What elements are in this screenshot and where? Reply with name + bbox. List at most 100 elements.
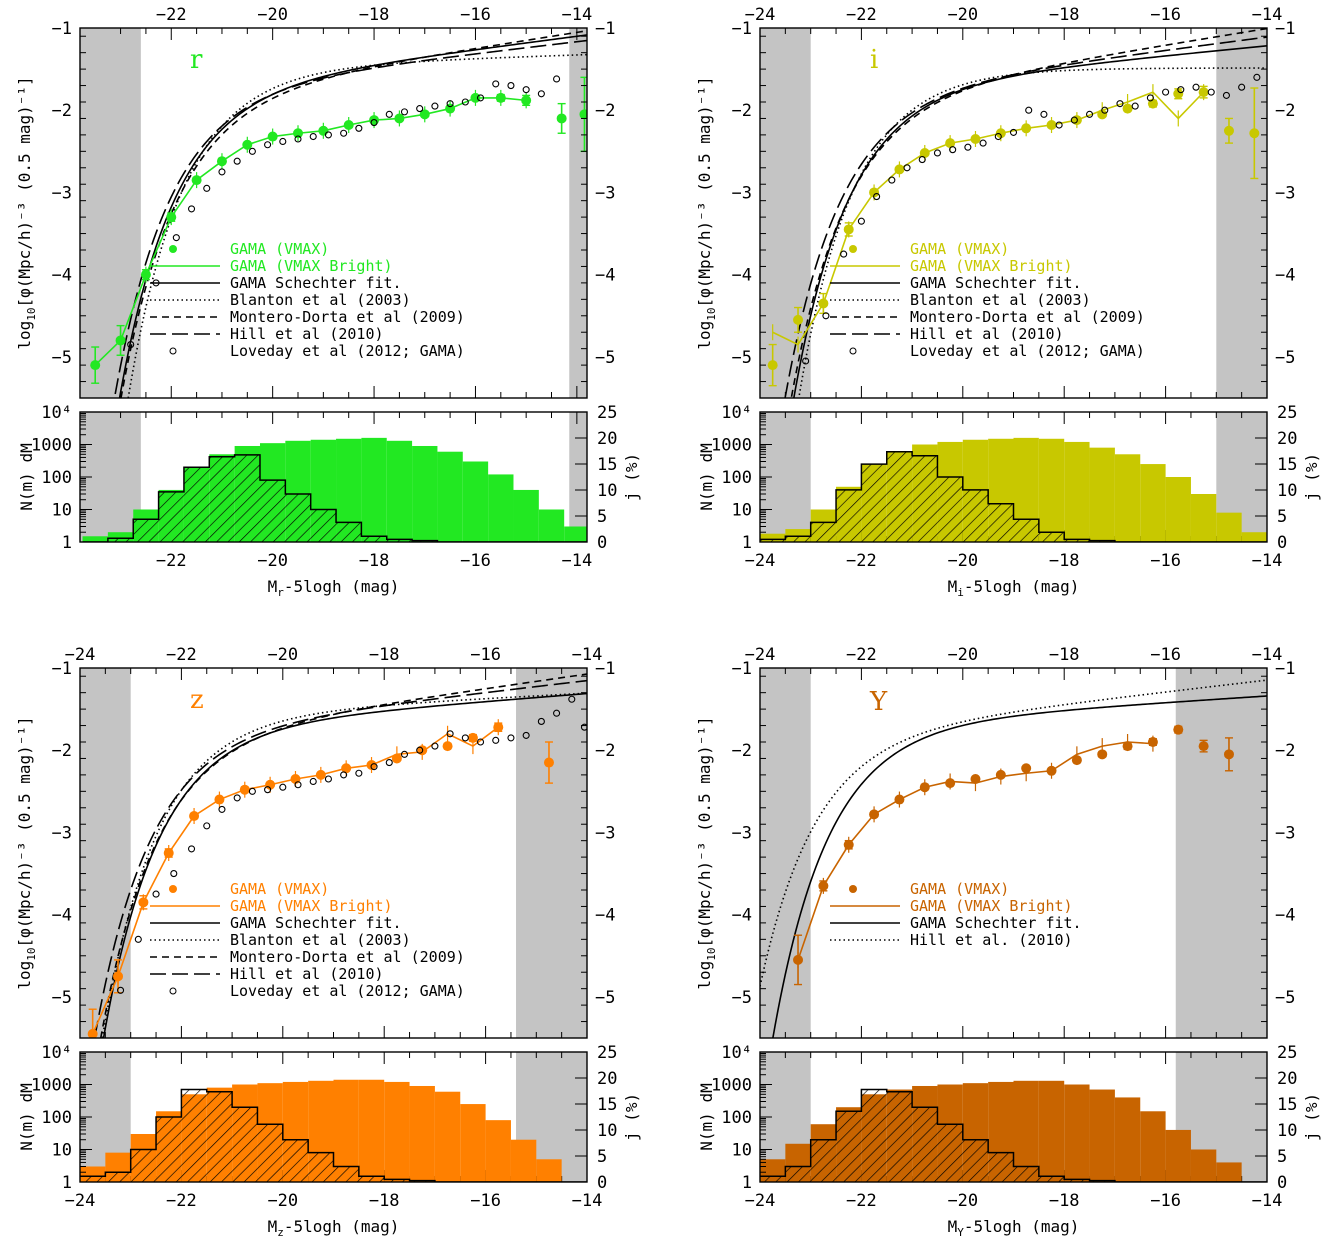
legend-marker-loveday bbox=[169, 987, 177, 995]
hist-y-tick-label: 10⁴ bbox=[721, 1043, 752, 1063]
hist-hatched-bar bbox=[962, 489, 989, 542]
loveday-point bbox=[203, 184, 211, 192]
loveday-point bbox=[170, 870, 178, 878]
loveday-point bbox=[134, 935, 142, 943]
loveday-point bbox=[187, 205, 196, 213]
x-tick-label-top: −18 bbox=[369, 645, 400, 665]
excluded-region bbox=[569, 28, 587, 398]
x-tick-label-top: −18 bbox=[359, 5, 390, 25]
loveday-point bbox=[187, 845, 196, 853]
x-tick-label-bottom: −14 bbox=[1252, 1191, 1283, 1211]
loveday-point bbox=[324, 775, 332, 783]
loveday-point bbox=[918, 156, 926, 164]
legend-label: Blanton et al (2003) bbox=[230, 291, 411, 309]
hist-bar bbox=[760, 533, 786, 542]
hist-bar bbox=[462, 461, 489, 542]
x-tick-label-top: −20 bbox=[947, 5, 978, 25]
band-label: i bbox=[870, 45, 878, 75]
panel-i: −24 −22 −20 −18 −16 −14−24 −22 −20 −18 −16 −14−5 −5… bbox=[695, 5, 1321, 599]
x-tick-label-top: −22 bbox=[156, 5, 187, 25]
hist-hatched-bar bbox=[988, 503, 1014, 542]
hist-bar bbox=[333, 1079, 359, 1182]
hist-hatched-bar bbox=[912, 455, 938, 542]
hist-hatched-bar bbox=[158, 491, 184, 542]
hill-curve bbox=[760, 679, 1267, 987]
hist-hatched-bar bbox=[937, 1124, 963, 1182]
loveday-point bbox=[355, 769, 363, 777]
loveday-point bbox=[964, 143, 972, 151]
loveday-point bbox=[857, 217, 865, 225]
hist-hatched-bar bbox=[232, 1107, 258, 1182]
hist-hatched-bar bbox=[937, 477, 963, 542]
y-tick-label-left: −4 bbox=[732, 906, 752, 926]
hist-y-tick-label: 100 bbox=[41, 1108, 72, 1128]
loveday-point bbox=[1146, 94, 1154, 102]
y-tick-label-left: −2 bbox=[52, 741, 72, 761]
hist-bar bbox=[1216, 512, 1242, 542]
hist-bar bbox=[538, 509, 565, 542]
vmax-point bbox=[1097, 749, 1108, 760]
loveday-point bbox=[461, 734, 469, 742]
hist-hatched-outline bbox=[760, 1088, 1267, 1182]
x-tick-label-top: −16 bbox=[1150, 5, 1181, 25]
hist-bar bbox=[1140, 464, 1166, 542]
hist-bar bbox=[1140, 1111, 1166, 1182]
x-tick-label-bottom: −18 bbox=[1049, 1191, 1080, 1211]
hist-bar bbox=[1089, 447, 1115, 542]
y-axis-title: log10[φ(Mpc/h)⁻³ (0.5 mag)⁻¹] bbox=[695, 76, 718, 349]
loveday-point bbox=[233, 157, 241, 165]
loveday-point bbox=[537, 90, 545, 98]
y-tick-label-right: −3 bbox=[595, 183, 615, 203]
hist-hatched-bar bbox=[234, 454, 260, 542]
hist-hatched-bar bbox=[80, 1176, 106, 1182]
schechter-fit-curve bbox=[772, 695, 1267, 1038]
hist-hatched-bar bbox=[1013, 519, 1039, 542]
y-tick-label-right: −1 bbox=[1275, 19, 1295, 39]
hist-y-tick-label: 10 bbox=[52, 501, 72, 521]
legend-label: GAMA (VMAX Bright) bbox=[230, 257, 393, 275]
y-tick-label-left: −2 bbox=[732, 741, 752, 761]
hist-j-tick-label: 5 bbox=[597, 1147, 607, 1167]
hist-y-tick-label: 1000 bbox=[711, 1076, 752, 1096]
loveday-point bbox=[492, 736, 500, 744]
hist-hatched-bar bbox=[386, 539, 413, 542]
x-tick-label-top: −22 bbox=[166, 645, 197, 665]
vmax-point bbox=[442, 741, 453, 752]
loveday-point bbox=[979, 139, 987, 147]
loveday-point bbox=[1177, 86, 1185, 94]
loveday-point bbox=[400, 108, 409, 116]
loveday-point bbox=[1070, 116, 1078, 124]
hist-y-tick-label: 10 bbox=[732, 501, 752, 521]
y-tick-label-right: −4 bbox=[1275, 266, 1295, 286]
x-tick-label-bottom: −16 bbox=[1150, 551, 1181, 571]
x-tick-label-bottom: −16 bbox=[470, 1191, 501, 1211]
y-tick-label-right: −2 bbox=[595, 101, 615, 121]
hist-hatched-bar bbox=[384, 1179, 410, 1182]
hill-curve bbox=[93, 679, 587, 1038]
loveday-point bbox=[279, 783, 287, 791]
vmax-point bbox=[556, 113, 567, 124]
hist-j-tick-label: 5 bbox=[1277, 1147, 1287, 1167]
hist-j-tick-label: 15 bbox=[597, 455, 617, 475]
legend-label: GAMA Schechter fit. bbox=[910, 914, 1082, 932]
y-axis-title: log10[φ(Mpc/h)⁻³ (0.5 mag)⁻¹] bbox=[15, 716, 38, 989]
band-label: Y bbox=[869, 687, 888, 717]
hist-bar bbox=[1013, 1080, 1039, 1182]
loveday-point bbox=[294, 781, 302, 789]
legend-marker-vmax bbox=[169, 885, 177, 893]
hist-hatched-bar bbox=[107, 538, 134, 542]
y-tick-label-right: −5 bbox=[595, 348, 615, 368]
hist-bar bbox=[1114, 1097, 1141, 1182]
loveday-point bbox=[507, 82, 515, 90]
hist-hatched-outline bbox=[82, 454, 587, 542]
histogram-plot bbox=[82, 437, 587, 542]
histogram-plot bbox=[760, 1080, 1267, 1182]
legend-label: GAMA (VMAX) bbox=[230, 880, 329, 898]
loveday-point bbox=[446, 730, 454, 738]
loveday-point bbox=[476, 94, 485, 102]
legend-label: Loveday et al (2012; GAMA) bbox=[230, 342, 465, 360]
loveday-point bbox=[1222, 91, 1230, 99]
y-tick-label-right: −5 bbox=[595, 988, 615, 1008]
loveday-point bbox=[370, 763, 378, 771]
vmax-point bbox=[1249, 128, 1260, 139]
